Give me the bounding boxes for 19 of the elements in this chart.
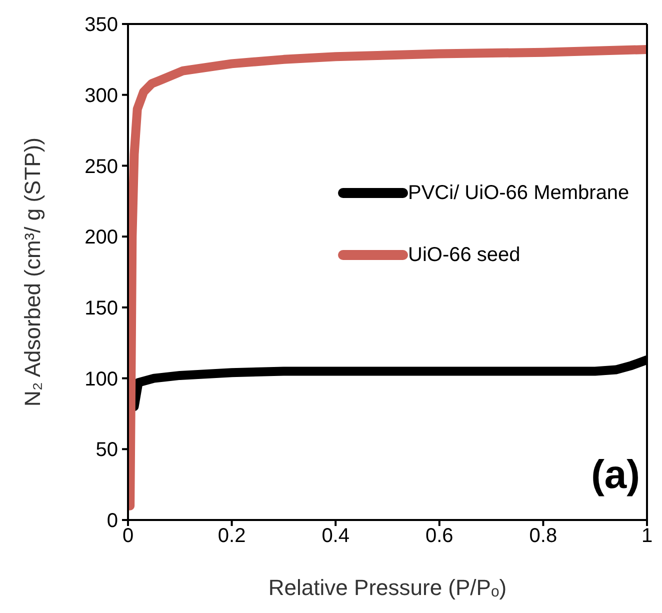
legend-label: UiO-66 seed	[408, 244, 520, 266]
x-tick-label: 0.4	[322, 525, 350, 548]
annotation: (a)	[591, 453, 640, 498]
y-tick-label: 250	[84, 156, 118, 178]
x-tick-label: 0.6	[425, 525, 454, 548]
y-tick-label: 50	[96, 439, 118, 462]
y-tick-label: 300	[84, 84, 118, 107]
y-tick-label: 350	[84, 14, 118, 36]
y-tick-label: 100	[84, 368, 118, 390]
x-tick-label: 0	[122, 525, 134, 548]
y-axis-title: N₂ Adsorbed (cm³/ g (STP))	[20, 138, 45, 406]
y-tick-label: 200	[84, 226, 118, 249]
y-tick-label: 150	[84, 298, 118, 320]
y-tick-label: 0	[106, 510, 118, 532]
legend-label: PVCi/ UiO-66 Membrane	[408, 182, 630, 204]
x-tick-label: 0.8	[529, 525, 558, 548]
x-tick-label: 0.2	[218, 525, 246, 548]
x-axis-title: Relative Pressure (P/Pₒ)	[268, 575, 507, 600]
x-tick-label: 1	[641, 525, 653, 548]
